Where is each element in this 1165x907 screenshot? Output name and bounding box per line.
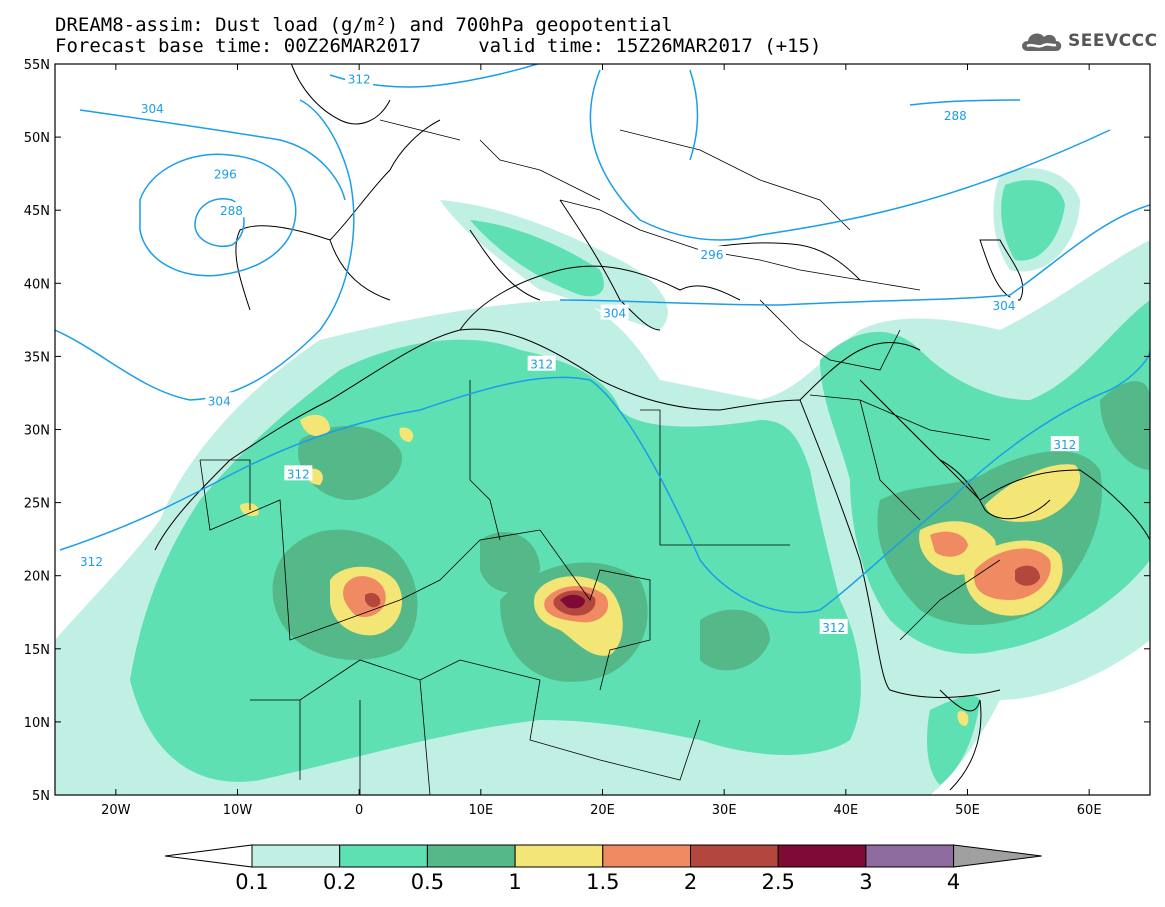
lon-label: 50E	[955, 803, 980, 818]
logo-text: SEEVCCC	[1068, 31, 1158, 51]
longitude-axis: 20W 10W 0 10E 20E 30E 40E 50E 60E	[101, 64, 1102, 818]
contour-label: 304	[993, 299, 1016, 313]
contour-label: 304	[603, 307, 626, 321]
colorbar-label: 0.1	[235, 870, 268, 894]
contour-label: 288	[220, 204, 243, 218]
lat-label: 40N	[24, 277, 50, 292]
contour-label: 296	[214, 168, 237, 182]
lat-label: 55N	[24, 58, 50, 73]
contour-label-bg	[600, 304, 629, 320]
seevccc-logo: SEEVCCC	[1018, 27, 1158, 55]
colorbar-high-arrow	[953, 844, 1042, 868]
colorbar-label: 0.5	[411, 870, 444, 894]
country-borders	[199, 119, 1001, 795]
contour-label: 296	[701, 248, 724, 262]
contour-label-bg	[211, 165, 240, 181]
contour-label: 312	[348, 73, 371, 87]
lat-label: 15N	[24, 643, 50, 658]
lon-label: 10E	[468, 803, 493, 818]
forecast-time-line: Forecast base time: 00Z26MAR2017 valid t…	[55, 35, 822, 57]
contour-label: 304	[141, 102, 164, 116]
contour-label: 304	[208, 394, 231, 408]
contour-label-bg	[138, 99, 167, 115]
contour-label-bg	[941, 107, 970, 123]
lon-label: 20E	[590, 803, 615, 818]
contour-label-bg	[205, 392, 234, 408]
lon-label: 0	[355, 803, 363, 818]
contour-label-bg	[527, 355, 556, 371]
colorbar-label: 2	[684, 870, 697, 894]
geopotential-contours	[55, 64, 1150, 614]
colorbar-segment	[426, 844, 516, 868]
lat-label: 35N	[24, 350, 50, 365]
lat-label: 20N	[24, 570, 50, 585]
colorbar-label: 2.5	[761, 870, 794, 894]
lat-label: 5N	[32, 789, 50, 804]
dust-level-2.5	[560, 594, 585, 609]
contour-label: 312	[822, 621, 845, 635]
contour-label-bg	[345, 70, 374, 86]
contour-label-bg	[819, 618, 848, 634]
contour-label: 312	[287, 467, 310, 481]
lon-label: 30E	[712, 803, 737, 818]
colorbar-legend: 0.1 0.2 0.5 1 1.5 2 2.5 3 4	[164, 844, 1042, 894]
lon-label: 10W	[223, 803, 253, 818]
latitude-axis: 55N 50N 45N 40N 35N 30N 25N 20N 15N 10N 5N	[24, 58, 1150, 804]
cloud-icon	[1022, 33, 1062, 51]
lon-label: 20W	[101, 803, 131, 818]
contour-label-bg	[990, 297, 1018, 313]
lat-label: 45N	[24, 204, 50, 219]
lon-label: 40E	[833, 803, 858, 818]
contour-label-bg	[698, 246, 726, 262]
contour-labels: 312 304 296 288 288 296 304 304 304 312 312 312 312 3…	[77, 70, 1079, 635]
contour-label: 312	[530, 358, 553, 372]
contour-label-bg	[77, 553, 106, 569]
contour-label-bg	[284, 465, 313, 481]
colorbar-segment	[690, 844, 779, 868]
contour-label-bg	[217, 202, 246, 218]
contour-label: 288	[944, 109, 967, 123]
lat-label: 30N	[24, 424, 50, 439]
colorbar-segment	[514, 844, 604, 868]
contour-label: 312	[80, 555, 103, 569]
lon-label: 60E	[1077, 803, 1102, 818]
colorbar-segment	[777, 844, 867, 868]
colorbar-label: 4	[947, 870, 960, 894]
colorbar-label: 1.5	[586, 870, 619, 894]
colorbar-segment	[602, 844, 691, 868]
contour-label-bg	[1050, 436, 1079, 452]
map-title: DREAM8-assim: Dust load (g/m²) and 700hP…	[55, 14, 673, 36]
colorbar-segment	[251, 844, 341, 868]
contour-label: 312	[1053, 438, 1076, 452]
dust-shading	[55, 168, 1150, 795]
lat-label: 10N	[24, 716, 50, 731]
colorbar-label: 3	[859, 870, 872, 894]
lat-label: 25N	[24, 497, 50, 512]
colorbar-label: 1	[508, 870, 521, 894]
colorbar-segment	[339, 844, 428, 868]
lat-label: 50N	[24, 131, 50, 146]
colorbar-segment	[865, 844, 955, 868]
colorbar-low-arrow	[164, 844, 253, 868]
colorbar-label: 0.2	[323, 870, 356, 894]
